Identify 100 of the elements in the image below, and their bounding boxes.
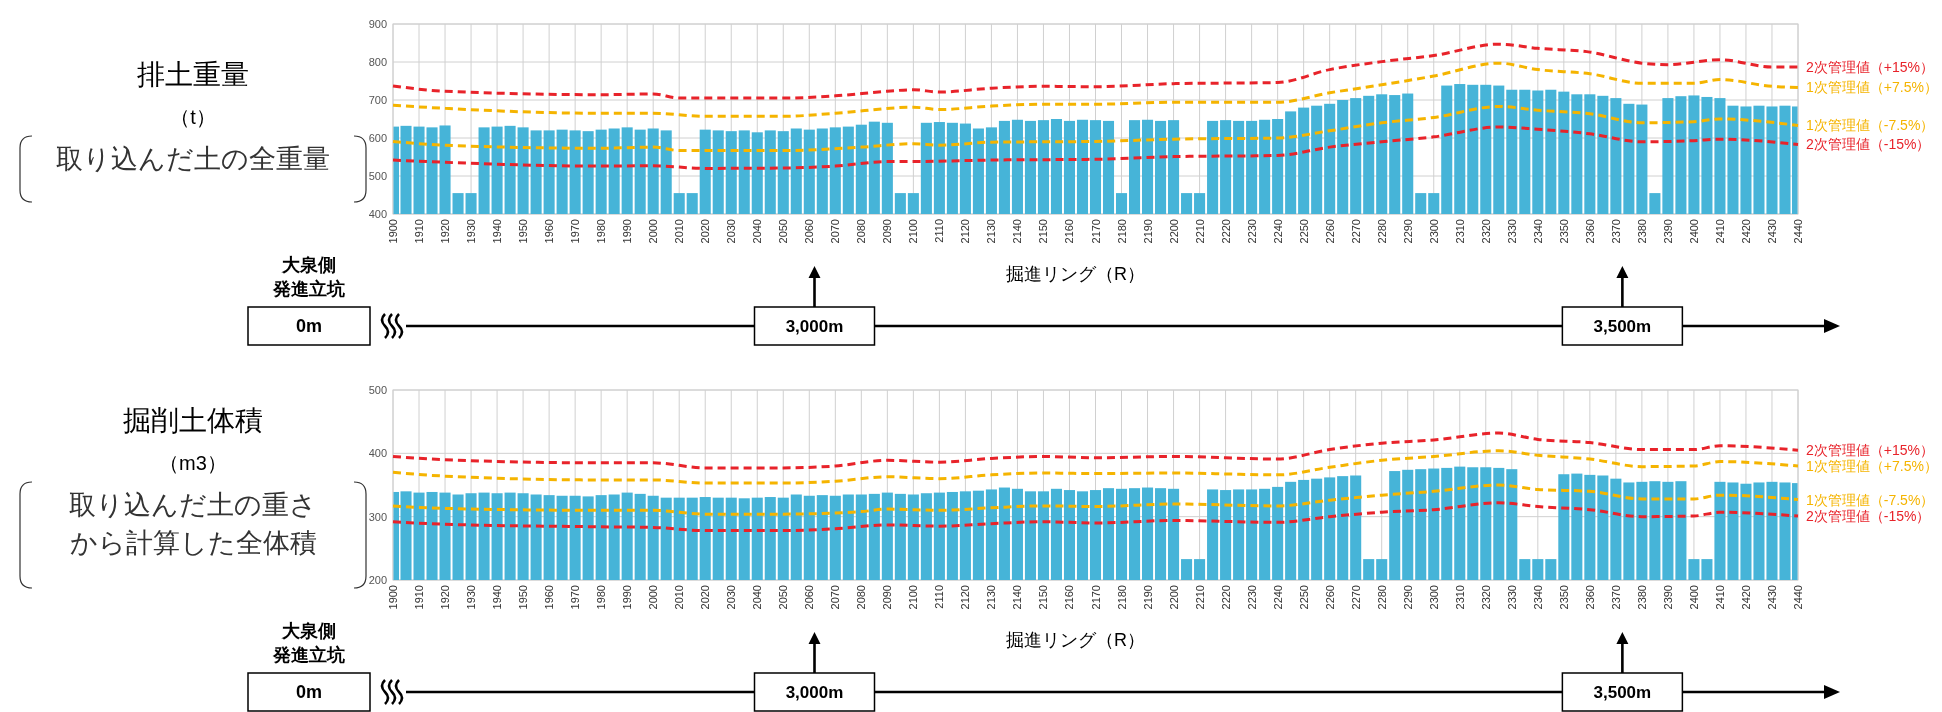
x-tick-label: 2070 [829, 219, 842, 244]
series-label: 2次管理値（-15%） [1806, 136, 1931, 153]
text: 掘削土体積 [123, 405, 263, 436]
x-tick-label: 2040 [751, 219, 764, 244]
x-tick-label: 2090 [881, 585, 894, 610]
text: 0m [295, 682, 323, 702]
line-series [391, 449, 1800, 485]
x-tick-label: 2030 [725, 585, 738, 610]
x-tick-label: 2430 [1765, 585, 1778, 610]
y-tick-label: 200 [368, 574, 387, 586]
text: 取り込んだ土の全重量 [56, 144, 330, 174]
x-axis-title: 掘進リング（R） [1006, 630, 1145, 650]
x-tick-label: 2140 [1011, 585, 1024, 610]
text: 発進立坑 [272, 645, 345, 665]
x-tick-label: 2410 [1713, 585, 1726, 610]
x-tick-label: 2270 [1349, 585, 1362, 610]
x-tick-label: 2370 [1609, 219, 1622, 244]
line-series [391, 42, 1800, 100]
x-tick-label: 1930 [465, 585, 478, 610]
line-series [391, 501, 1800, 533]
x-tick-label: 2320 [1479, 219, 1492, 244]
x-tick-label: 1970 [569, 585, 582, 610]
y-tick-label: 500 [368, 170, 387, 182]
text: 取り込んだ土の重さ [69, 490, 317, 520]
x-tick-label: 1980 [595, 219, 608, 244]
x-tick-label: 2280 [1375, 585, 1388, 610]
x-tick-label: 1980 [595, 585, 608, 610]
x-tick-label: 2010 [673, 219, 686, 244]
y-tick-label: 500 [368, 384, 387, 396]
x-tick-label: 2400 [1687, 219, 1700, 244]
x-tick-label: 2300 [1427, 585, 1440, 610]
x-tick-label: 1900 [387, 585, 399, 610]
x-tick-label: 2090 [881, 219, 894, 244]
x-tick-label: 2050 [777, 585, 790, 610]
x-tick-label: 2150 [1037, 585, 1050, 610]
y-tick-label: 300 [368, 510, 387, 523]
x-tick-label: 2120 [959, 585, 972, 610]
x-tick-label: 2380 [1635, 585, 1648, 610]
text: 発進立坑 [272, 279, 345, 299]
x-tick-label: 2330 [1505, 219, 1518, 244]
x-tick-label: 1960 [543, 585, 556, 610]
x-tick-label: 2000 [647, 219, 660, 244]
x-tick-label: 2170 [1089, 219, 1102, 244]
line-series [391, 125, 1800, 170]
line-series [391, 104, 1800, 153]
x-tick-label: 2100 [907, 219, 920, 244]
x-tick-label: 2110 [933, 585, 946, 609]
x-tick-label: 2350 [1557, 219, 1570, 244]
x-tick-label: 1970 [569, 219, 582, 244]
x-tick-label: 1940 [491, 219, 504, 244]
x-tick-label: 1990 [621, 219, 634, 244]
x-tick-label: 2390 [1661, 219, 1674, 244]
x-tick-label: 2380 [1635, 219, 1648, 244]
x-tick-label: 2210 [1193, 219, 1206, 244]
x-tick-label: 2240 [1271, 585, 1284, 610]
x-tick-label: 2260 [1323, 585, 1336, 610]
text: 0m [295, 316, 323, 336]
y-axis-title: （t） [170, 106, 216, 128]
x-tick-label: 2160 [1063, 219, 1076, 244]
x-tick-label: 2420 [1739, 585, 1752, 610]
series-label: 1次管理値（-7.5%） [1806, 117, 1935, 134]
x-tick-label: 2320 [1479, 585, 1492, 610]
x-tick-label: 2310 [1453, 585, 1466, 610]
x-tick-label: 1930 [465, 219, 478, 244]
y-tick-label: 900 [368, 18, 387, 30]
x-tick-label: 2270 [1349, 219, 1362, 244]
x-tick-label: 2390 [1661, 585, 1674, 610]
x-tick-label: 2310 [1453, 219, 1466, 244]
x-tick-label: 2050 [777, 219, 790, 244]
x-tick-label: 2200 [1167, 219, 1180, 244]
series-label: 1次管理値（+7.5%） [1806, 458, 1938, 474]
x-tick-label: 1940 [491, 585, 504, 610]
x-tick-label: 2230 [1245, 585, 1258, 610]
x-tick-label: 1910 [413, 585, 426, 610]
x-tick-label: 2440 [1792, 219, 1804, 244]
x-tick-label: 2190 [1141, 219, 1154, 244]
x-tick-label: 2160 [1063, 585, 1076, 610]
x-tick-label: 2260 [1323, 219, 1336, 244]
x-tick-label: 2240 [1271, 219, 1284, 244]
x-tick-label: 1960 [543, 219, 556, 244]
x-tick-label: 2340 [1531, 219, 1544, 244]
x-tick-label: 2420 [1739, 219, 1752, 244]
series-label: 2次管理値（-15%） [1806, 508, 1931, 525]
x-tick-label: 2130 [985, 219, 998, 244]
x-tick-label: 2220 [1219, 585, 1232, 610]
x-tick-label: 2180 [1115, 585, 1128, 610]
line-series [391, 483, 1800, 516]
x-tick-label: 2290 [1401, 219, 1414, 244]
x-tick-label: 2110 [933, 219, 946, 243]
y-tick-label: 400 [368, 208, 387, 220]
x-tick-label: 2360 [1583, 585, 1596, 610]
x-tick-label: 2020 [699, 585, 712, 610]
x-tick-label: 2370 [1609, 585, 1622, 610]
x-tick-label: 2430 [1765, 219, 1778, 244]
x-tick-label: 2140 [1011, 219, 1024, 244]
x-tick-label: 2250 [1297, 585, 1310, 610]
x-tick-label: 2210 [1193, 585, 1206, 610]
x-tick-label: 2340 [1531, 585, 1544, 610]
x-tick-label: 2330 [1505, 585, 1518, 610]
x-tick-label: 2170 [1089, 585, 1102, 610]
